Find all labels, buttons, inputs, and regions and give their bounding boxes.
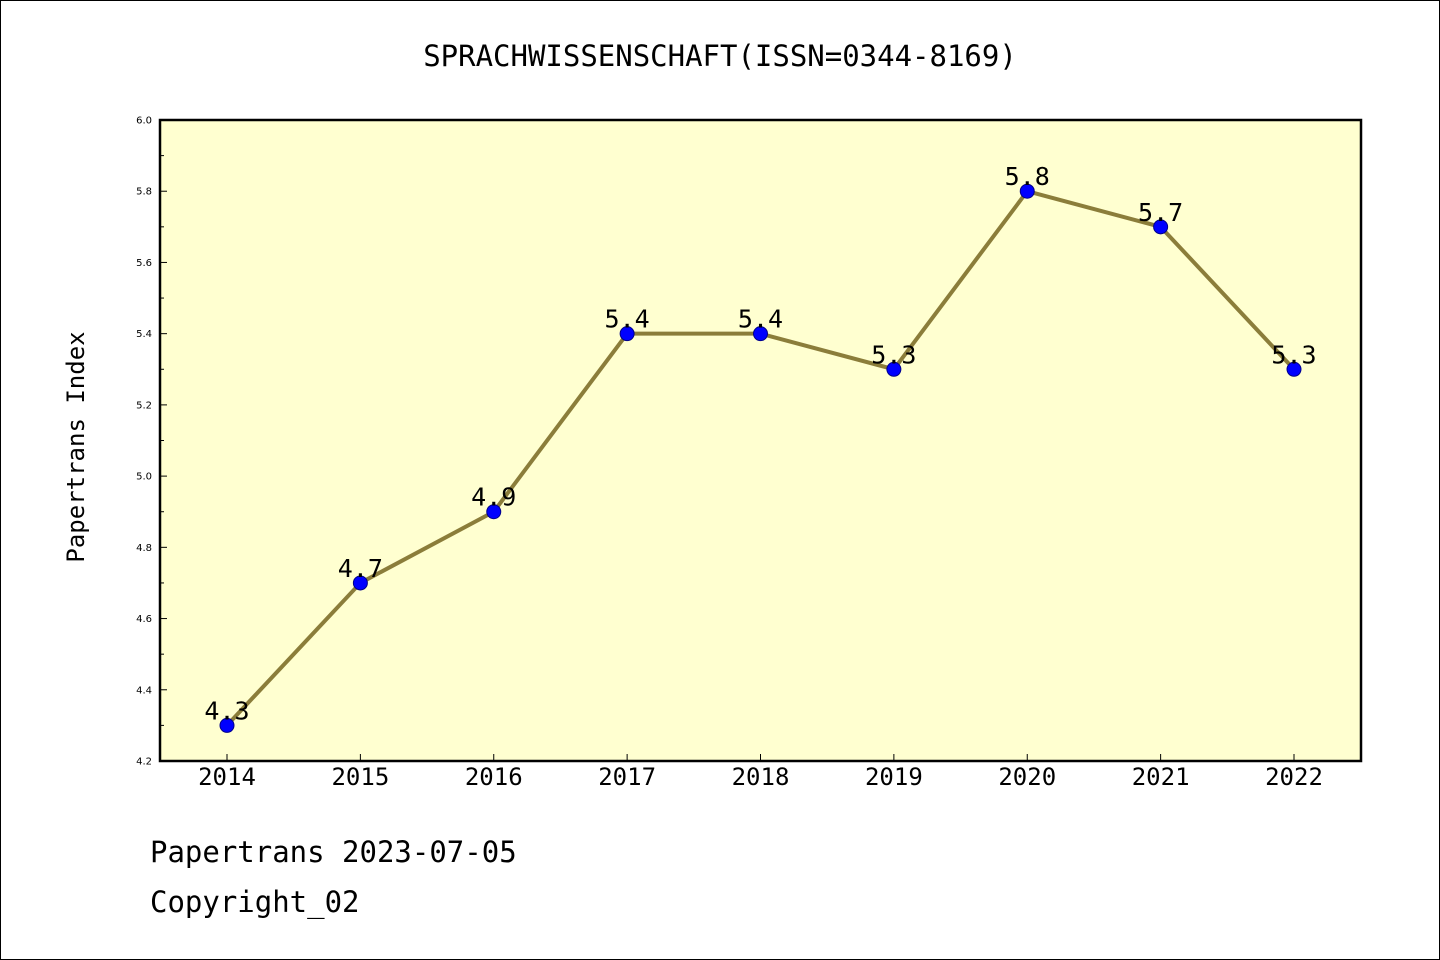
chart-title: SPRACHWISSENSCHAFT(ISSN=0344-8169) <box>423 39 1017 73</box>
data-point <box>352 575 368 591</box>
x-tick-label: 2015 <box>331 763 389 791</box>
data-point <box>1286 361 1302 377</box>
data-labels: 4.3 4.7 4.9 5.4 5.4 5.3 5.8 5.7 5.3 <box>204 162 1316 725</box>
data-label: 5.4 <box>738 305 783 334</box>
data-point <box>619 326 635 342</box>
y-tick-label: 4.8 <box>136 543 152 554</box>
data-label: 5.7 <box>1138 198 1183 227</box>
y-tick-label: 4.6 <box>136 614 152 625</box>
y-tick-label: 4.4 <box>136 685 152 696</box>
data-point <box>1153 219 1169 235</box>
footer-copyright-line: Copyright_02 <box>150 885 360 919</box>
data-point <box>486 504 502 520</box>
x-tick-label: 2016 <box>465 763 523 791</box>
y-tick-label: 4.2 <box>136 757 152 768</box>
data-label: 5.3 <box>1271 340 1316 369</box>
x-tick-label: 2020 <box>998 763 1056 791</box>
data-point <box>1019 183 1035 199</box>
data-label: 4.7 <box>338 554 383 583</box>
x-tick-label: 2017 <box>598 763 656 791</box>
x-tick-label: 2019 <box>865 763 923 791</box>
y-tick-label: 5.2 <box>136 400 152 411</box>
y-tick-label: 6.0 <box>136 116 152 127</box>
x-tick-label: 2018 <box>732 763 790 791</box>
data-point <box>753 326 768 342</box>
data-point <box>886 361 902 377</box>
data-markers <box>219 183 1302 733</box>
y-tick-label: 5.6 <box>136 258 152 269</box>
footer-date-line: Papertrans 2023-07-05 <box>150 835 517 869</box>
y-axis-label: Papertrans Index <box>62 331 90 562</box>
data-label: 5.8 <box>1005 162 1050 191</box>
x-tick-label: 2021 <box>1132 763 1190 791</box>
y-axis: 4.2 4.4 4.6 4.8 5.0 5.2 5.4 5.6 5.8 6.0 <box>136 116 167 768</box>
data-label: 4.9 <box>471 483 516 512</box>
y-tick-label: 5.8 <box>136 187 152 198</box>
x-axis: 2014 2015 2016 2017 2018 2019 2020 2021 2022 <box>198 754 1323 791</box>
data-label: 4.3 <box>204 696 249 725</box>
data-label: 5.3 <box>871 340 916 369</box>
x-tick-label: 2014 <box>198 763 256 791</box>
y-tick-label: 5.4 <box>136 329 152 340</box>
data-point <box>219 717 235 733</box>
x-tick-label: 2022 <box>1265 763 1323 791</box>
y-tick-label: 5.0 <box>136 472 152 483</box>
data-label: 5.4 <box>605 305 650 334</box>
